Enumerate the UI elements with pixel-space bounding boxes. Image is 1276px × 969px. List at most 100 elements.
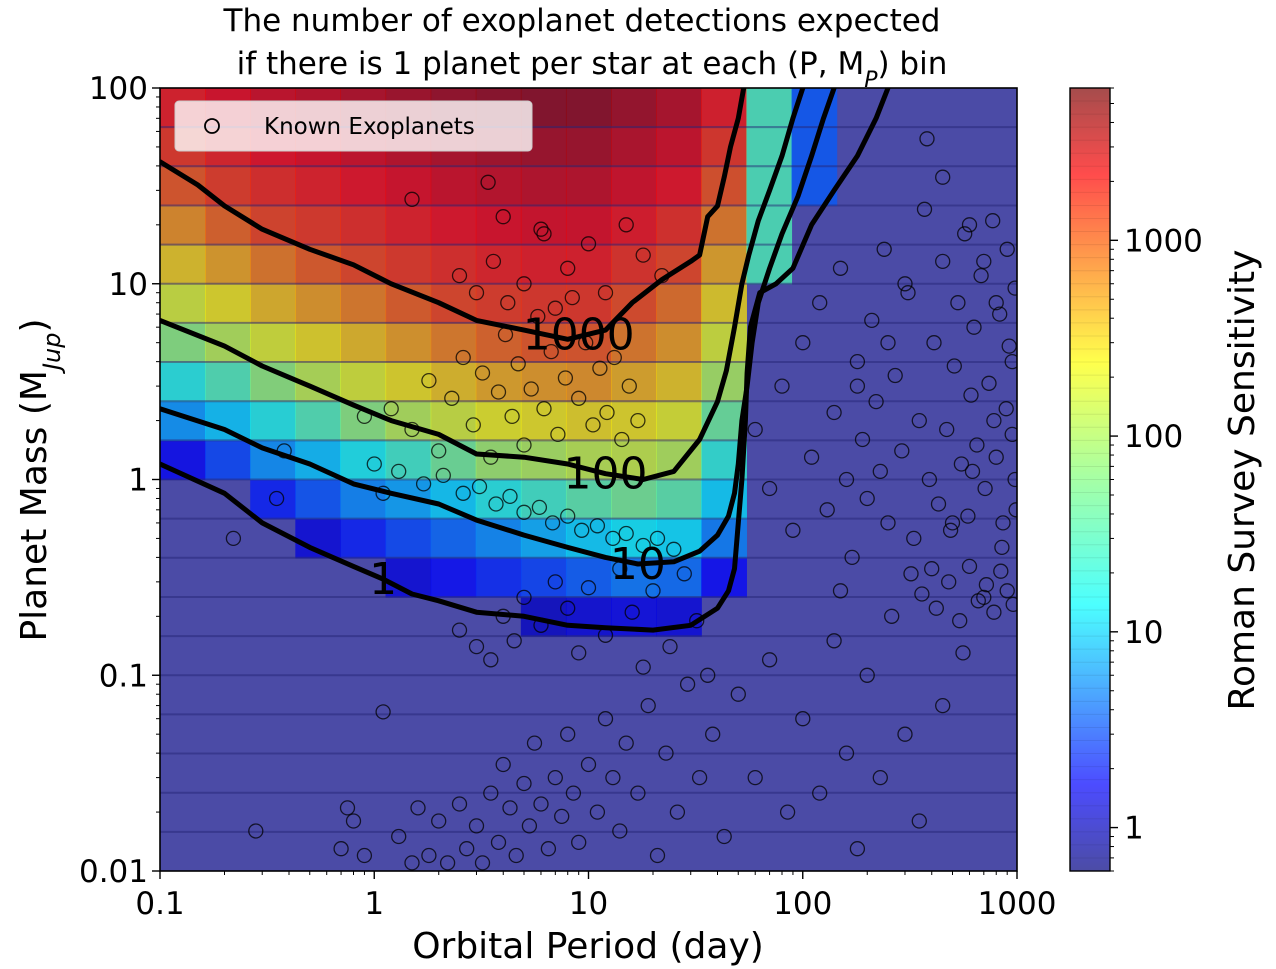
exoplanet-marker <box>533 796 549 812</box>
heatmap-cell <box>340 440 387 481</box>
x-axis-label: Orbital Period (day) <box>412 926 764 967</box>
exoplanet-marker <box>779 804 796 820</box>
heatmap-cell <box>340 283 387 324</box>
exoplanet-marker <box>849 841 866 857</box>
exoplanet-marker <box>624 604 640 620</box>
exoplanet-marker <box>973 267 989 284</box>
exoplanet-marker <box>969 437 985 453</box>
heatmap-cell <box>385 205 432 246</box>
exoplanet-marker <box>502 800 518 816</box>
heatmap-cell <box>656 127 702 167</box>
exoplanet-marker <box>662 638 678 655</box>
exoplanet-marker <box>966 319 982 335</box>
exoplanet-marker <box>998 401 1014 417</box>
exoplanet-marker <box>868 393 884 410</box>
x-axis: 0.1 1 10 100 1000 <box>135 871 1056 922</box>
exoplanet-marker <box>994 539 1010 556</box>
exoplanet-marker <box>859 667 875 683</box>
exoplanet-marker <box>785 522 801 538</box>
exoplanet-marker <box>404 855 420 871</box>
exoplanet-marker <box>914 586 930 602</box>
colorbar-tick-label: 100 <box>1124 419 1183 455</box>
exoplanet-marker <box>832 583 849 599</box>
exoplanet-marker <box>504 408 520 425</box>
exoplanet-marker <box>669 804 686 820</box>
exoplanet-marker <box>356 847 373 864</box>
exoplanet-marker <box>550 426 566 443</box>
colorbar-bands <box>1070 87 1110 859</box>
exoplanet-marker <box>589 518 606 534</box>
exoplanet-marker <box>468 638 485 655</box>
exoplanet-marker <box>621 378 637 394</box>
sensitivity-contours <box>160 88 891 633</box>
exoplanet-marker <box>571 645 587 661</box>
heatmap-cell <box>250 244 296 285</box>
contour-label: 1 <box>369 554 397 605</box>
exoplanet-marker <box>812 785 828 801</box>
exoplanet-marker <box>474 855 491 871</box>
y-tick-label: 100 <box>89 71 148 107</box>
exoplanet-marker <box>935 169 951 185</box>
exoplanet-marker <box>516 437 532 453</box>
y-axis-label: Planet Mass (MJup) <box>14 318 66 641</box>
heatmap-cell <box>565 362 612 402</box>
exoplanet-marker <box>612 823 628 839</box>
exoplanet-marker <box>921 471 938 488</box>
contour-label: 100 <box>563 449 647 500</box>
heatmap-cell <box>430 479 477 520</box>
heatmap-cell <box>701 322 747 363</box>
exoplanet-marker <box>849 378 866 394</box>
heatmap-cell <box>475 244 522 285</box>
heatmap-cell <box>205 205 251 246</box>
exoplanet-marker <box>585 417 601 433</box>
y-axis: 0.01 0.1 1 10 100 <box>79 71 160 890</box>
exoplanet-marker <box>705 726 721 742</box>
exoplanet-marker <box>911 412 927 429</box>
exoplanet-marker <box>1004 353 1017 370</box>
exoplanet-marker <box>488 496 504 512</box>
exoplanet-marker <box>985 213 1001 229</box>
exoplanet-marker <box>826 404 842 421</box>
exoplanet-marker <box>887 367 903 384</box>
exoplanet-marker <box>844 549 860 566</box>
exoplanet-marker <box>774 378 790 394</box>
exoplanet-marker <box>375 704 391 720</box>
heatmap-cell <box>385 166 432 207</box>
exoplanet-marker <box>327 873 341 887</box>
exoplanet-marker <box>339 800 356 816</box>
exoplanet-marker <box>964 463 981 480</box>
heatmap-cell <box>611 244 657 285</box>
exoplanet-marker <box>640 697 656 714</box>
exoplanet-marker <box>605 530 621 547</box>
exoplanet-marker <box>523 381 539 397</box>
heatmap-cell <box>565 205 612 246</box>
exoplanet-marker <box>560 600 576 616</box>
heatmap-cell <box>656 166 702 207</box>
exoplanet-marker <box>906 530 922 547</box>
exoplanet-marker <box>666 541 682 557</box>
exoplanet-marker <box>897 276 913 292</box>
heatmap-cell <box>340 362 387 402</box>
heatmap-cell <box>520 205 567 246</box>
heatmap-cell <box>205 283 251 324</box>
heatmap-cell <box>160 283 206 324</box>
heatmap-cell <box>656 322 702 363</box>
exoplanet-marker <box>897 726 913 742</box>
exoplanet-marker <box>795 335 811 351</box>
heatmap-cell <box>160 244 206 285</box>
heatmap-cell <box>430 518 477 559</box>
heatmap-cell <box>385 244 432 285</box>
chart-title-line2: if there is 1 planet per star at each (P… <box>237 46 948 93</box>
exoplanet-marker <box>894 443 910 459</box>
colorbar-tick-label: 1000 <box>1124 223 1203 259</box>
exoplanet-marker <box>676 566 692 582</box>
heatmap-cell <box>656 479 702 520</box>
exoplanet-marker <box>333 841 349 857</box>
exoplanet-marker <box>560 508 576 524</box>
exoplanet-marker <box>649 847 666 864</box>
heatmap-cell <box>475 479 522 520</box>
exoplanet-marker <box>849 353 866 370</box>
y-tick-label: 0.1 <box>99 658 148 694</box>
heatmap-cell <box>160 205 206 246</box>
heatmap-cell <box>656 283 702 324</box>
